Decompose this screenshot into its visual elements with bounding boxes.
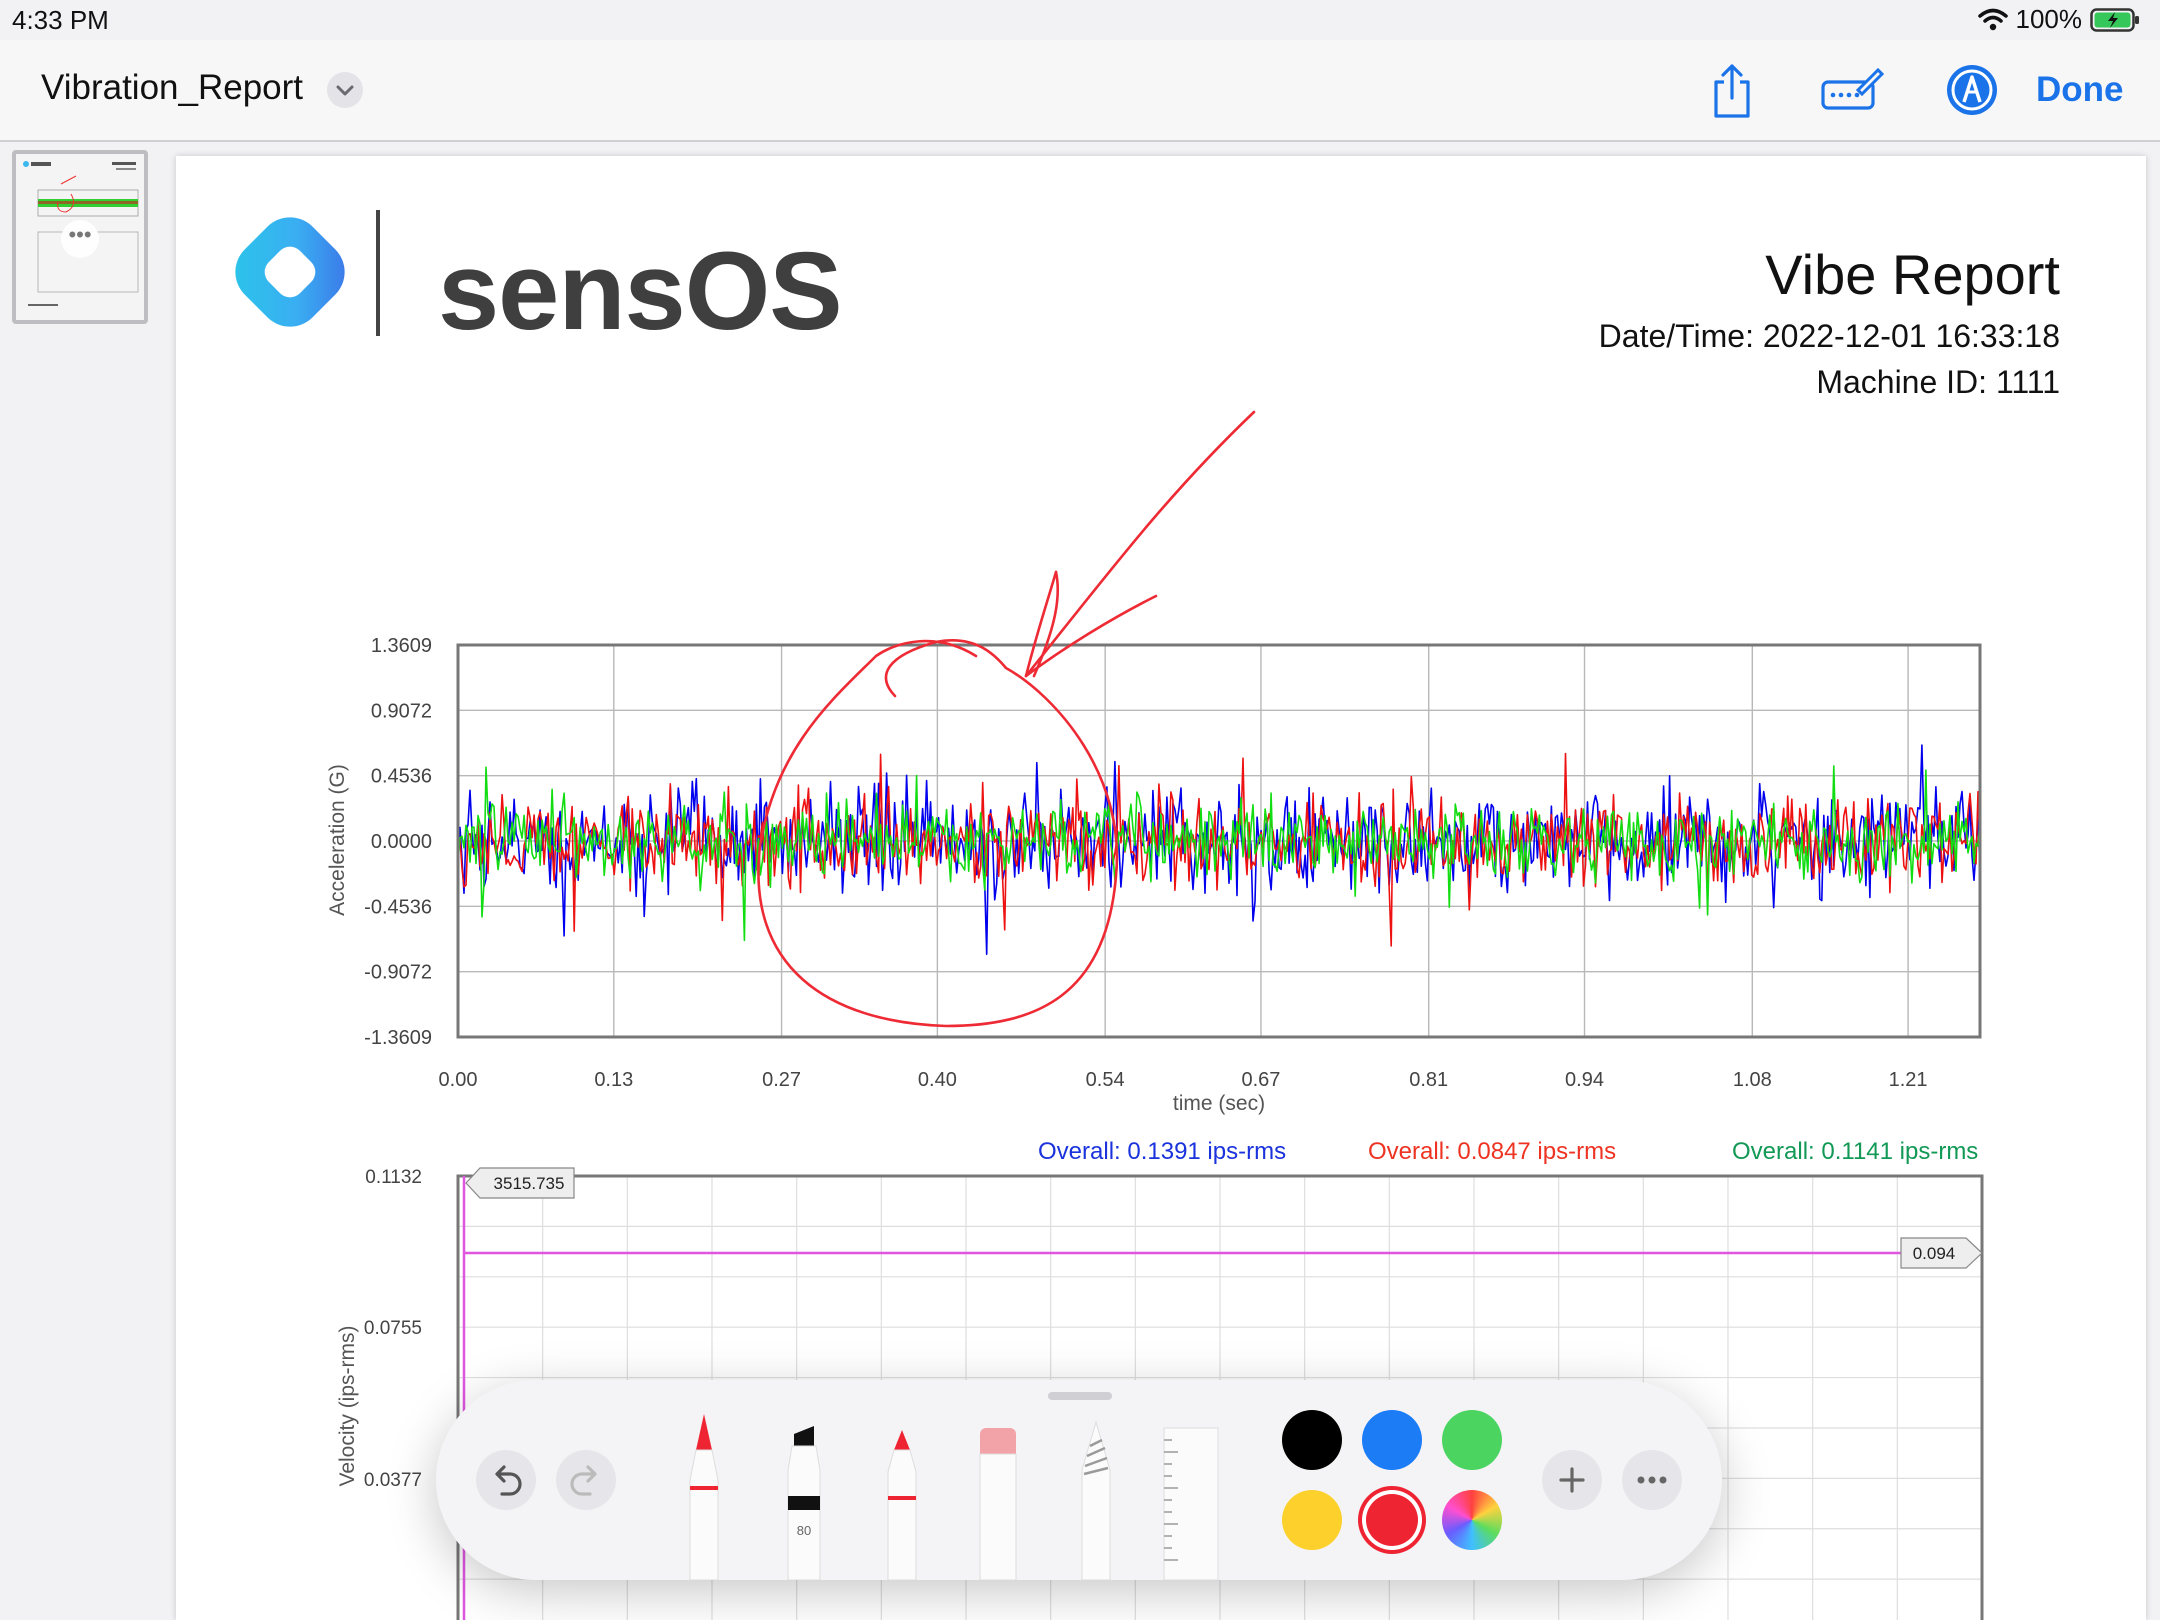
- palette-grabber[interactable]: [1048, 1392, 1112, 1400]
- add-button[interactable]: [1542, 1450, 1602, 1510]
- overall-series-2: Overall: 0.0847 ips-rms: [1368, 1138, 1617, 1165]
- keyboard-pen-icon: [1821, 67, 1885, 110]
- document-title[interactable]: Vibration_Report: [41, 68, 304, 107]
- markup-palette: 80: [436, 1380, 1722, 1581]
- velocity-y-axis-label: Velocity (ips-rms): [336, 1325, 359, 1486]
- brand-logo: sensOS: [220, 204, 843, 353]
- document-page: sensOS Vibe Report Date/Time: 2022-12-01…: [176, 156, 2146, 1620]
- page-thumbnail[interactable]: •••: [12, 150, 148, 324]
- marker-width-label: 80: [797, 1523, 811, 1538]
- accel-x-tick-label: 1.08: [1733, 1069, 1772, 1091]
- marker-icon: 80: [787, 1426, 821, 1581]
- pencil-icon: [887, 1430, 917, 1581]
- accel-x-tick-label: 0.67: [1241, 1069, 1280, 1091]
- velocity-plot-frame: [456, 1174, 1984, 1620]
- acceleration-chart: 1.3609 0.9072 0.4536 0.0000 -0.4536 -0.9072 -1…: [326, 410, 1982, 1115]
- battery-percent: 100%: [2015, 4, 2083, 34]
- color-swatch-red-selected[interactable]: [1362, 1490, 1422, 1550]
- marker-label-badge: 3515.735: [465, 1167, 575, 1199]
- acceleration-y-axis-label: Acceleration (G): [326, 764, 349, 916]
- velocity-y-tick-label: 0.0755: [364, 1318, 422, 1339]
- accel-x-tick-label: 0.54: [1086, 1069, 1125, 1091]
- accel-x-tick-label: 0.00: [439, 1069, 478, 1091]
- chevron-down-icon: [336, 85, 354, 96]
- ellipsis-icon: [1637, 1476, 1667, 1484]
- velocity-y-tick-label: 0.0377: [364, 1470, 422, 1491]
- accel-x-tick-label: 0.13: [594, 1069, 633, 1091]
- threshold-label: 0.094: [1913, 1244, 1956, 1263]
- redo-button[interactable]: [556, 1450, 616, 1510]
- color-swatch-green[interactable]: [1442, 1410, 1502, 1470]
- acceleration-plot-frame: [456, 643, 1982, 1039]
- done-button[interactable]: Done: [2036, 70, 2124, 109]
- overall-series-3: Overall: 0.1141 ips-rms: [1732, 1138, 1979, 1165]
- lasso-icon: [1081, 1420, 1111, 1581]
- lasso-tool[interactable]: [1066, 1410, 1126, 1581]
- redo-icon: [570, 1465, 597, 1496]
- velocity-y-tick-label: 0.1132: [365, 1167, 422, 1188]
- brand-name: sensOS: [438, 230, 843, 353]
- eraser-icon: [979, 1428, 1017, 1581]
- accel-x-tick-label: 0.81: [1409, 1069, 1448, 1091]
- wifi-icon: [1977, 8, 2008, 30]
- accel-y-tick-label: 0.9072: [371, 700, 432, 722]
- pen-tool[interactable]: [674, 1410, 734, 1581]
- accel-x-tick-label: 0.40: [918, 1069, 957, 1091]
- accel-y-tick-label: 1.3609: [371, 635, 432, 657]
- toolbar: Vibration_Report Done: [0, 40, 2160, 142]
- battery-icon: [2090, 7, 2139, 32]
- more-options-button[interactable]: [1622, 1450, 1682, 1510]
- report-datetime: Date/Time: 2022-12-01 16:33:18: [1598, 318, 2060, 354]
- share-icon: [1714, 64, 1750, 118]
- acceleration-x-axis-label: time (sec): [1173, 1092, 1265, 1115]
- thumbnail-preview: [23, 161, 139, 306]
- accel-y-tick-label: -0.4536: [364, 896, 432, 918]
- accel-y-tick-label: -0.9072: [364, 962, 432, 984]
- page-thumbnail-sidebar: •••: [0, 142, 160, 1620]
- markup-button[interactable]: [1942, 60, 2002, 120]
- ruler-tool[interactable]: [1154, 1410, 1224, 1581]
- accel-x-tick-label: 1.21: [1889, 1069, 1928, 1091]
- sensos-logo-icon: [235, 210, 380, 336]
- pen-icon: [689, 1414, 719, 1581]
- status-right: 100%: [1977, 4, 2141, 35]
- red-ink-annotation: [757, 410, 1256, 1028]
- plus-icon: [1559, 1467, 1585, 1493]
- undo-icon: [495, 1465, 522, 1496]
- overall-series-1: Overall: 0.1391 ips-rms: [1038, 1138, 1287, 1165]
- acceleration-series-3: [457, 765, 1981, 942]
- color-swatch-yellow[interactable]: [1282, 1490, 1342, 1550]
- acceleration-series-group: [457, 744, 1981, 955]
- pencil-tool[interactable]: [872, 1410, 932, 1581]
- accel-x-tick-label: 0.27: [762, 1069, 801, 1091]
- share-button[interactable]: [1702, 60, 1762, 120]
- marker-label: 3515.735: [494, 1174, 565, 1193]
- status-time: 4:33 PM: [12, 5, 109, 35]
- color-swatch-black[interactable]: [1282, 1410, 1342, 1470]
- color-wheel-button[interactable]: [1442, 1490, 1502, 1550]
- accel-y-tick-label: 0.0000: [371, 831, 432, 853]
- accel-x-tick-label: 0.94: [1565, 1069, 1604, 1091]
- thumbnail-more-button[interactable]: •••: [61, 220, 99, 258]
- report-machine-id: Machine ID: 1111: [1816, 364, 2060, 400]
- more-icon: •••: [68, 222, 92, 247]
- title-menu-button[interactable]: [327, 72, 363, 108]
- ruler-icon: [1163, 1427, 1219, 1581]
- threshold-label-badge: 0.094: [1900, 1237, 1983, 1269]
- accel-y-tick-label: 0.4536: [371, 766, 432, 788]
- markup-icon: [1947, 65, 1997, 115]
- report-title: Vibe Report: [1765, 243, 2060, 306]
- eraser-tool[interactable]: [968, 1410, 1028, 1581]
- accel-y-tick-label: -1.3609: [364, 1027, 432, 1049]
- text-box-button[interactable]: [1820, 60, 1885, 120]
- marker-tool[interactable]: 80: [774, 1410, 834, 1581]
- status-bar: 4:33 PM 100%: [0, 0, 2160, 40]
- undo-button[interactable]: [476, 1450, 536, 1510]
- color-swatch-blue[interactable]: [1362, 1410, 1422, 1470]
